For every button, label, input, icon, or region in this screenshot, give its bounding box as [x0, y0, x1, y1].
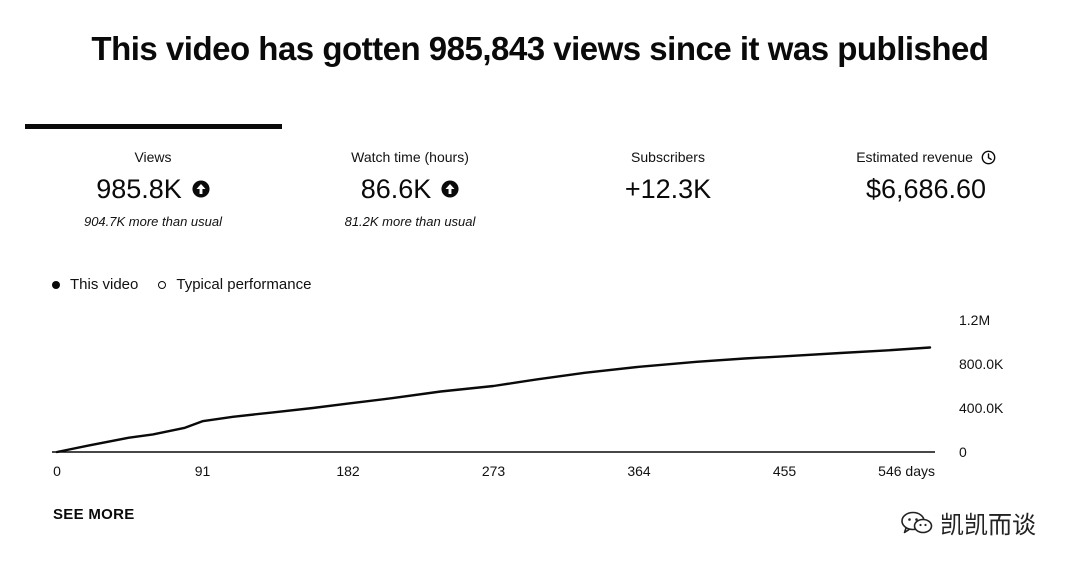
x-tick-label: 364 — [627, 463, 651, 479]
filled-dot-icon — [52, 280, 60, 289]
watermark-text: 凯凯而谈 — [940, 512, 1036, 539]
legend-item-typical-performance[interactable]: Typical performance — [158, 276, 311, 293]
metric-note: 81.2K more than usual — [344, 214, 476, 229]
x-tick-label: 455 — [773, 463, 797, 479]
x-tick-label: 182 — [336, 463, 360, 479]
metric-value: +12.3K — [624, 174, 712, 204]
x-tick-label: 91 — [195, 463, 211, 479]
legend-label: This video — [70, 276, 139, 293]
metric-value: $6,686.60 — [865, 174, 987, 204]
selected-tab-indicator — [25, 124, 282, 129]
metric-subscribers[interactable]: Subscribers +12.3K — [548, 148, 788, 206]
legend-item-this-video[interactable]: This video — [52, 276, 138, 293]
legend-label: Typical performance — [176, 276, 312, 293]
hollow-dot-icon — [158, 280, 167, 289]
series-line-this-video — [55, 346, 932, 454]
metric-value: 86.6K — [360, 174, 432, 204]
metric-label: Estimated revenue — [856, 149, 973, 165]
metric-views[interactable]: Views 985.8K 904.7K more than usual — [33, 148, 273, 229]
metric-label: Subscribers — [631, 149, 705, 165]
arrow-up-circle-icon — [192, 180, 210, 198]
y-tick-label: 400.0K — [959, 400, 1004, 416]
see-more-button[interactable]: SEE MORE — [53, 506, 135, 523]
metric-estimated-revenue[interactable]: Estimated revenue $6,686.60 — [806, 148, 1046, 206]
metric-note: 904.7K more than usual — [83, 214, 223, 229]
y-tick-label: 800.0K — [959, 356, 1004, 372]
clock-icon[interactable] — [981, 150, 996, 165]
arrow-up-circle-icon — [441, 180, 459, 198]
metric-value: 985.8K — [96, 174, 182, 204]
y-tick-label: 1.2M — [959, 312, 990, 328]
y-tick-label: 0 — [959, 444, 967, 460]
watermark: 凯凯而谈 — [900, 505, 1036, 540]
chart-legend: This video Typical performance — [52, 276, 331, 293]
views-line-chart: 0 91 182 273 364 455 546 days 1.2M 800.0K 400.0K 0 — [52, 312, 1004, 479]
page-title: This video has gotten 985,843 views sinc… — [91, 30, 989, 67]
x-tick-label: 273 — [482, 463, 506, 479]
metric-watch-time[interactable]: Watch time (hours) 86.6K 81.2K more than… — [290, 148, 530, 229]
x-tick-label: 546 days — [878, 463, 935, 479]
x-tick-label: 0 — [53, 463, 61, 479]
metric-label: Watch time (hours) — [351, 149, 469, 165]
metric-label: Views — [134, 149, 172, 165]
wechat-icon — [901, 511, 933, 533]
